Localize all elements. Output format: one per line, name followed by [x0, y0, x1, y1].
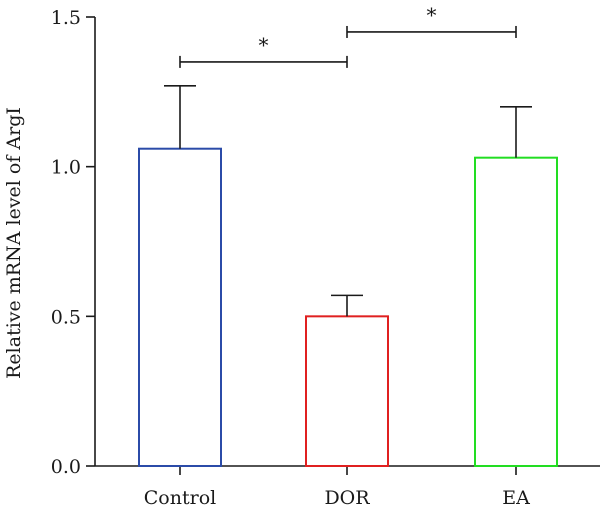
x-tick-label: EA — [502, 487, 530, 509]
x-tick-label: DOR — [324, 487, 370, 509]
y-axis-label: Relative mRNA level of ArgI — [3, 107, 25, 379]
x-axis: Control DOR EA — [95, 465, 600, 509]
error-bars — [164, 85, 532, 317]
bar-dor — [305, 315, 389, 468]
x-tick-label: Control — [144, 487, 216, 509]
y-tick-label: 1.5 — [51, 7, 81, 29]
y-axis: 0.0 0.5 1.0 1.5 — [51, 7, 96, 478]
bar-control — [138, 147, 222, 467]
significance-star: * — [427, 3, 437, 27]
y-tick-label: 0.5 — [51, 306, 81, 328]
bars — [138, 147, 558, 468]
y-tick-label: 1.0 — [51, 157, 81, 179]
bar-ea — [474, 156, 558, 467]
significance-star: * — [259, 33, 269, 57]
y-tick-label: 0.0 — [51, 456, 81, 478]
significance-brackets: ** — [179, 3, 517, 68]
